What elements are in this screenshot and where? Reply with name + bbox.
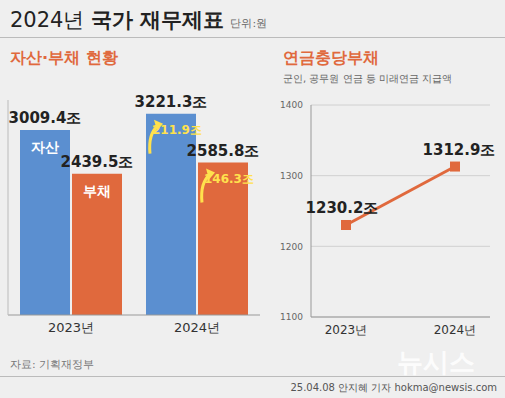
svg-text:2585.8조: 2585.8조 — [187, 142, 260, 160]
html-text:뉴시스: 뉴시스 — [397, 347, 475, 377]
html-text:자료: 기획재정부: 자료: 기획재정부 — [10, 358, 95, 371]
svg-text:1200: 1200 — [280, 242, 303, 252]
svg-text:1100: 1100 — [280, 312, 303, 322]
html-text:2024년 국가 재무제표 단위:원: 2024년 국가 재무제표 단위:원 — [10, 8, 268, 32]
svg-text:2023년: 2023년 — [48, 320, 94, 335]
svg-text:2024년: 2024년 — [174, 320, 220, 335]
svg-text:3221.3조: 3221.3조 — [135, 93, 208, 111]
svg-text:1312.9조: 1312.9조 — [423, 141, 496, 159]
html-text:25.04.08 안지혜 기자 hokma@newsis.c: 25.04.08 안지혜 기자 hokma@newsis.com — [290, 382, 497, 393]
svg-text:146.3조: 146.3조 — [204, 172, 254, 186]
svg-text:자산: 자산 — [31, 139, 59, 155]
html-text:군인, 공무원 연금 등 미래연금 지급액: 군인, 공무원 연금 등 미래연금 지급액 — [283, 73, 453, 84]
svg-text:1300: 1300 — [280, 171, 303, 181]
svg-text:3009.4조: 3009.4조 — [9, 109, 82, 127]
svg-text:211.9조: 211.9조 — [152, 123, 202, 137]
html-text:연금충당부채: 연금충당부채 — [283, 48, 379, 67]
svg-text:2024년: 2024년 — [434, 323, 477, 337]
svg-text:1230.2조: 1230.2조 — [306, 199, 379, 217]
svg-text:1400: 1400 — [280, 100, 303, 110]
svg-text:2439.5조: 2439.5조 — [61, 153, 134, 171]
svg-text:부채: 부채 — [83, 183, 111, 199]
svg-text:2023년: 2023년 — [325, 323, 368, 337]
html-text:자산·부채 현황: 자산·부채 현황 — [10, 48, 118, 67]
